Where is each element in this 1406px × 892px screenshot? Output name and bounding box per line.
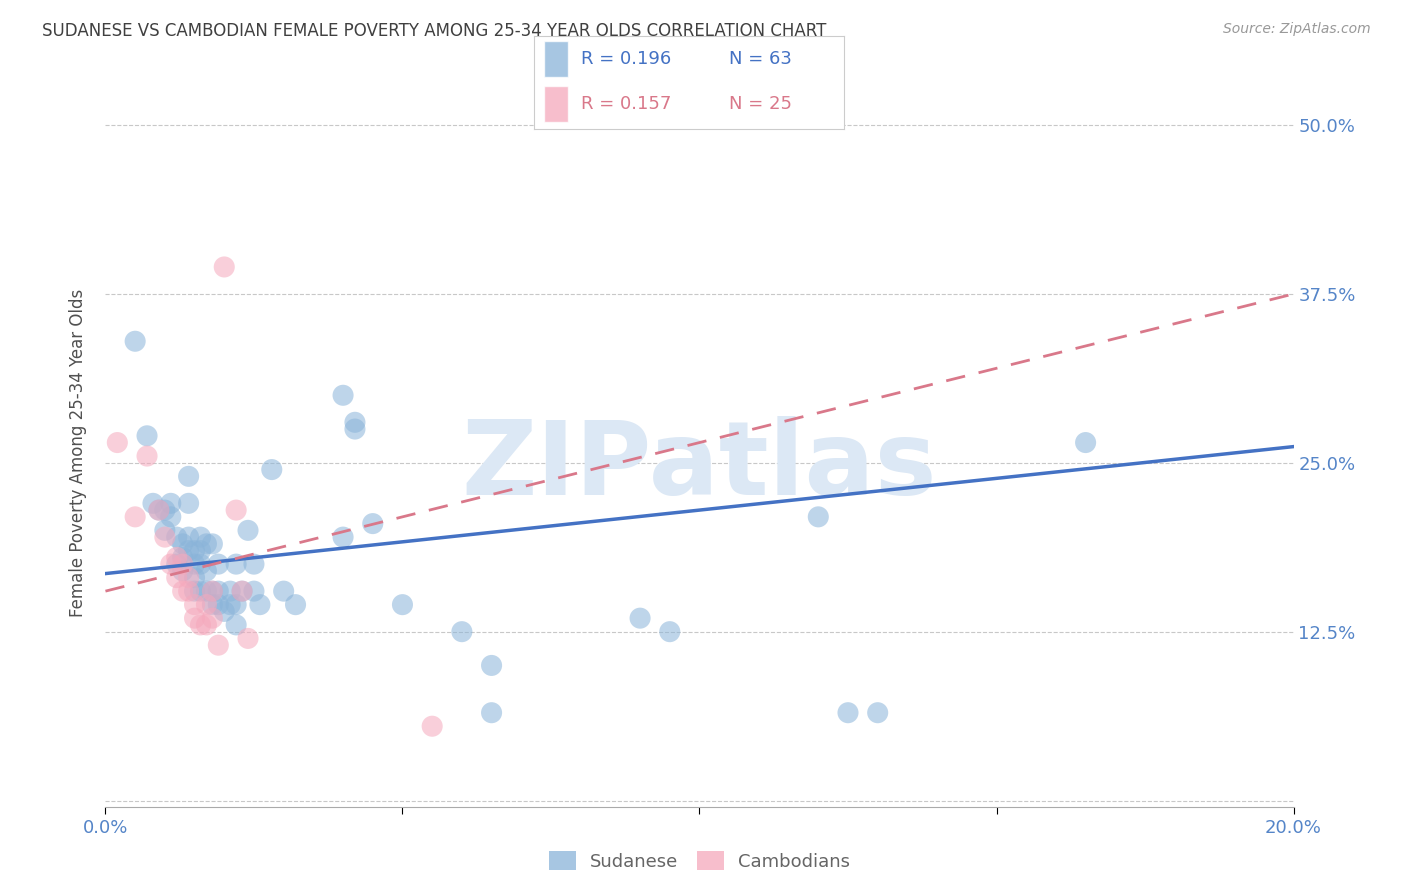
FancyBboxPatch shape [544, 41, 568, 77]
Point [807, 509, 830, 524]
Point [105, 435, 128, 450]
Point [481, 658, 503, 673]
Text: R = 0.157: R = 0.157 [581, 95, 671, 113]
Point [183, 584, 205, 599]
Point [183, 571, 205, 585]
Point [195, 618, 218, 632]
Point [166, 571, 188, 585]
Point [172, 557, 194, 571]
Point [225, 557, 247, 571]
Point [243, 584, 266, 599]
Point [284, 598, 307, 612]
Point [183, 543, 205, 558]
Point [177, 496, 200, 510]
Point [166, 557, 188, 571]
Point [190, 530, 212, 544]
Text: SUDANESE VS CAMBODIAN FEMALE POVERTY AMONG 25-34 YEAR OLDS CORRELATION CHART: SUDANESE VS CAMBODIAN FEMALE POVERTY AMO… [42, 22, 827, 40]
FancyBboxPatch shape [544, 87, 568, 122]
Legend: Sudanese, Cambodians: Sudanese, Cambodians [540, 842, 859, 880]
Point [195, 598, 218, 612]
Point [124, 334, 146, 349]
Point [183, 557, 205, 571]
Point [260, 462, 283, 476]
Point [159, 509, 181, 524]
Point [214, 604, 236, 618]
Point [172, 537, 194, 551]
Point [153, 524, 176, 538]
Point [195, 537, 218, 551]
Point [177, 571, 200, 585]
Point [201, 537, 224, 551]
Point [177, 530, 200, 544]
Point [361, 516, 384, 531]
Point [481, 706, 503, 720]
Point [148, 503, 170, 517]
Point [172, 564, 194, 578]
Point [201, 584, 224, 599]
Point [136, 449, 159, 463]
Point [207, 557, 229, 571]
Point [166, 530, 188, 544]
Point [201, 611, 224, 625]
Point [142, 496, 165, 510]
Point [153, 503, 176, 517]
Point [866, 706, 889, 720]
Point [837, 706, 859, 720]
Point [231, 584, 253, 599]
Point [190, 543, 212, 558]
Point [159, 496, 181, 510]
Point [190, 584, 212, 599]
Point [231, 584, 253, 599]
Point [190, 618, 212, 632]
Point [236, 632, 259, 646]
Point [159, 557, 181, 571]
Point [201, 598, 224, 612]
Point [177, 469, 200, 483]
Point [195, 584, 218, 599]
Point [195, 564, 218, 578]
Text: ZIPatlas: ZIPatlas [461, 417, 938, 517]
Point [177, 543, 200, 558]
Text: Source: ZipAtlas.com: Source: ZipAtlas.com [1223, 22, 1371, 37]
Point [332, 530, 354, 544]
Point [136, 429, 159, 443]
Point [207, 638, 229, 652]
Point [183, 611, 205, 625]
Point [207, 598, 229, 612]
Y-axis label: Female Poverty Among 25-34 Year Olds: Female Poverty Among 25-34 Year Olds [69, 289, 87, 616]
Point [214, 260, 236, 274]
Point [207, 584, 229, 599]
Point [190, 557, 212, 571]
Point [332, 388, 354, 402]
Point [219, 598, 242, 612]
Point [1074, 435, 1097, 450]
Text: R = 0.196: R = 0.196 [581, 50, 671, 68]
Point [391, 598, 413, 612]
Point [177, 584, 200, 599]
Point [225, 503, 247, 517]
Point [219, 584, 242, 599]
Point [201, 584, 224, 599]
Point [450, 624, 472, 639]
Point [148, 503, 170, 517]
Point [628, 611, 651, 625]
Point [343, 415, 366, 429]
Point [343, 422, 366, 436]
Point [273, 584, 295, 599]
Point [243, 557, 266, 571]
Point [183, 598, 205, 612]
Text: N = 25: N = 25 [730, 95, 792, 113]
Point [124, 509, 146, 524]
Point [172, 550, 194, 565]
Point [236, 524, 259, 538]
Point [249, 598, 271, 612]
Point [225, 618, 247, 632]
Text: N = 63: N = 63 [730, 50, 792, 68]
Point [225, 598, 247, 612]
Point [153, 530, 176, 544]
Point [166, 550, 188, 565]
Point [658, 624, 681, 639]
Point [420, 719, 443, 733]
Point [172, 584, 194, 599]
